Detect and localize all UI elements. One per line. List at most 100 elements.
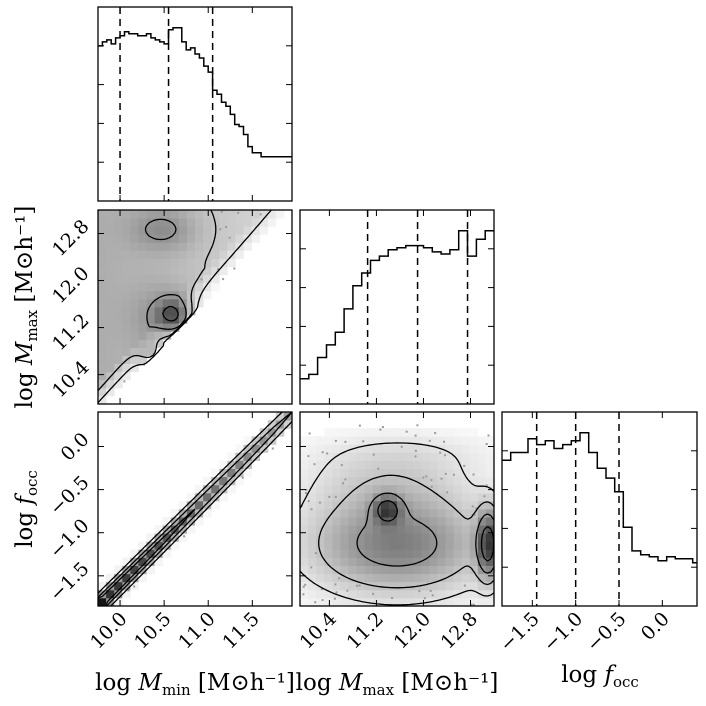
x-tick-label: 10.5 — [130, 608, 175, 653]
panel-max-vs-min-density-cell — [227, 210, 236, 219]
panel-occ-vs-min-density-cell — [162, 541, 172, 550]
panel-occ-vs-max-density-cell — [340, 492, 349, 502]
panel-max-vs-min-density-cell — [130, 218, 139, 227]
panel-max-vs-min-density-cell — [98, 234, 107, 243]
panel-occ-vs-max-density-cell — [461, 517, 471, 526]
panel-occ-vs-max-density-cell — [477, 573, 487, 583]
panel-occ-vs-max-density-cell — [364, 492, 374, 502]
panel-max-vs-min-density-cell — [114, 242, 123, 251]
panel-occ-vs-max-density-cell — [332, 597, 341, 607]
panel-occ-vs-max-density-cell — [356, 533, 366, 542]
panel-max-vs-min-scatter-point — [233, 267, 236, 270]
panel-occ-vs-min-density-cell — [227, 460, 236, 469]
panel-occ-vs-max-density-cell — [429, 492, 438, 502]
panel-max-vs-min-density-cell — [219, 218, 228, 227]
panel-max-vs-min-density-cell — [243, 210, 252, 219]
panel-occ-vs-max-density-cell — [332, 460, 341, 469]
panel-max-vs-min-density-cell — [227, 250, 236, 259]
panel-occ-vs-max-density-cell — [445, 597, 454, 607]
panel-occ-vs-max-density-cell — [453, 541, 463, 550]
panel-occ-vs-max-scatter-point — [326, 452, 329, 455]
panel-occ-vs-max-density-cell — [437, 557, 446, 566]
panel-occ-vs-max-density-cell — [380, 557, 390, 566]
panel-occ-vs-max-density-cell — [469, 492, 479, 502]
panel-max-vs-min-density-cell — [106, 355, 115, 364]
panel-occ-vs-max-density-cell — [397, 444, 406, 453]
panel-max-vs-min-density-cell — [195, 290, 204, 300]
panel-occ-vs-max-density-cell — [437, 589, 446, 599]
panel-occ-vs-min-density-cell — [259, 436, 269, 445]
panel-occ-vs-max-density-cell — [332, 565, 341, 575]
panel-occ-vs-max-density-cell — [429, 476, 438, 486]
panel-max-vs-min-density-cell — [154, 210, 164, 219]
panel-max-vs-min-density-cell — [130, 210, 139, 219]
panel-occ-vs-max-scatter-point — [346, 589, 349, 592]
panel-max-vs-min-density-cell — [146, 250, 155, 259]
panel-occ-vs-max-scatter-point — [308, 432, 311, 435]
panel-max-vs-min-density-cell — [106, 307, 115, 316]
panel-max-vs-min-density-cell — [122, 266, 131, 276]
panel-occ-vs-max-density-cell — [356, 460, 366, 469]
panel-occ-vs-max-density-cell — [405, 484, 414, 494]
panel-occ-vs-max-density-cell — [316, 484, 325, 494]
panel-occ-vs-max-density-cell — [413, 476, 422, 486]
panel-max-vs-min-density-cell — [138, 226, 147, 235]
panel-occ-vs-max-density-cell — [388, 517, 398, 526]
panel-occ-vs-max-density-cell — [348, 541, 357, 550]
panel-max-vs-min-density-cell — [203, 258, 212, 267]
panel-max-vs-min-density-cell — [114, 331, 123, 340]
panel-max-vs-min-density-cell — [138, 210, 147, 219]
panel-occ-vs-max-scatter-point — [430, 485, 433, 488]
panel-occ-vs-min-density-cell — [203, 492, 212, 502]
panel-occ-vs-max-density-cell — [437, 573, 446, 583]
panel-occ-vs-max-density-cell — [413, 573, 422, 583]
panel-occ-vs-max-density-cell — [348, 589, 357, 599]
panel-occ-vs-max-density-cell — [485, 436, 495, 445]
panel-occ-vs-max-density-cell — [461, 533, 471, 542]
panel-max-vs-min-density-cell — [203, 250, 212, 259]
panel-frame-1-1 — [299, 209, 495, 405]
panel-max-vs-min-density-cell — [178, 250, 188, 259]
panel-occ-vs-max-density-cell — [332, 468, 341, 478]
panel-occ-vs-max-scatter-point — [338, 577, 340, 580]
panel-occ-vs-min-density-cell — [98, 581, 107, 591]
panel-occ-vs-max-density-cell — [372, 436, 382, 445]
panel-occ-vs-max-scatter-point — [310, 508, 313, 511]
panel-occ-vs-max-density-cell — [380, 517, 390, 526]
panel-max-vs-min-density-cell — [162, 298, 172, 308]
panel-max-vs-min-density-cell — [146, 258, 155, 267]
panel-occ-vs-max-density-cell — [461, 525, 471, 534]
panel-occ-vs-max-scatter-point — [416, 424, 419, 427]
panel-occ-vs-max-density-cell — [388, 533, 398, 542]
panel-occ-vs-min-scatter-point — [271, 447, 274, 450]
panel-occ-vs-max-density-cell — [364, 428, 374, 437]
panel-occ-vs-max-density-cell — [469, 476, 479, 486]
panel-occ-vs-max-density-cell — [308, 517, 317, 526]
panel-occ-vs-max-scatter-point — [414, 455, 417, 458]
panel-occ-vs-max-density-cell — [372, 557, 382, 566]
panel-occ-vs-max-density-cell — [421, 460, 430, 469]
panel-occ-vs-max-density-cell — [332, 541, 341, 550]
panel-max-vs-min-density-cell — [170, 266, 180, 276]
panel-max-vs-min-density-cell — [146, 234, 155, 243]
panel-max-vs-min-density-cell — [203, 234, 212, 243]
panel-max-vs-min-density-cell — [106, 331, 115, 340]
panel-max-vs-min-density-cell — [170, 258, 180, 267]
panel-occ-vs-max-contour — [356, 492, 495, 574]
panel-occ-vs-max-density-cell — [348, 573, 357, 583]
panel-occ-vs-max-scatter-point — [444, 454, 447, 457]
panel-max-vs-min-density-cell — [122, 290, 131, 300]
panel-max-vs-min-density-cell — [211, 250, 220, 259]
panel-occ-vs-max-scatter-point — [423, 597, 426, 600]
panel-max-vs-min-density-cell — [162, 323, 172, 332]
panel-occ-vs-max-scatter-point — [414, 449, 417, 452]
panel-occ-vs-max-density-cell — [429, 565, 438, 575]
panel-max-vs-min-density-cell — [114, 226, 123, 235]
panel-occ-vs-max-density-cell — [388, 476, 398, 486]
panel-occ-vs-max-density-cell — [421, 517, 430, 526]
panel-occ-vs-max-density-cell — [421, 452, 430, 461]
y-tick-label: 0.0 — [57, 428, 94, 465]
panel-max-vs-min-density-cell — [130, 258, 139, 267]
panel-max-vs-min-density-cell — [186, 274, 196, 284]
panel-occ-vs-max-density-cell — [405, 533, 414, 542]
